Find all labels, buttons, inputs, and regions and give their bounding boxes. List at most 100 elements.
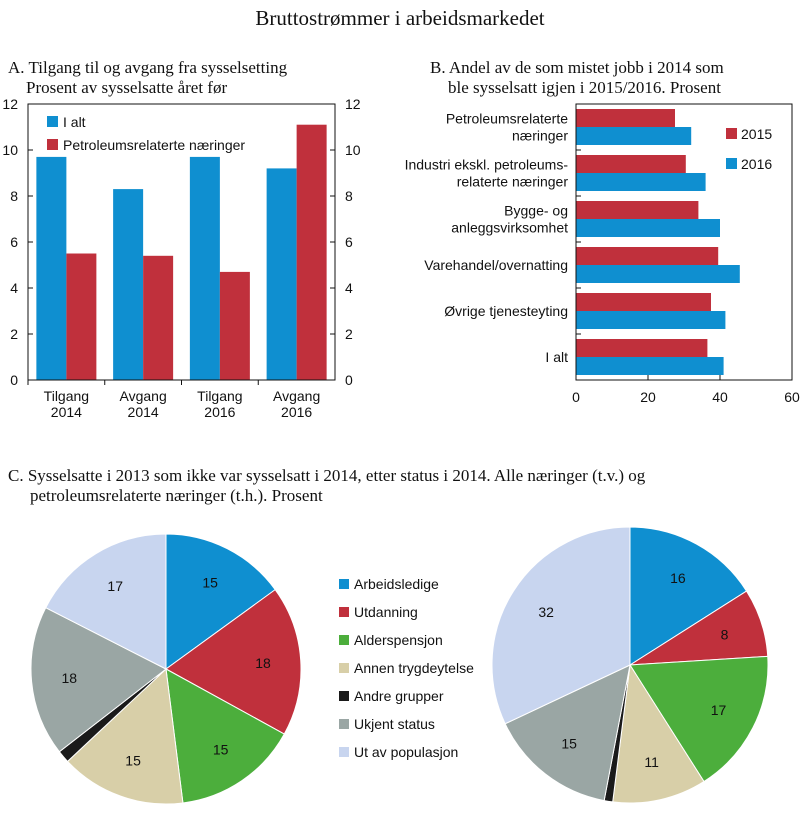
tick-label-a-left: 6 [10,234,18,250]
legend-a-label-0: I alt [63,114,86,130]
pie-legend-label-6: Ut av populasjon [354,744,458,760]
panel-b-title-line1: B. Andel av de som mistet jobb i 2014 so… [430,58,724,77]
bar-b-2016-0 [576,127,692,145]
legend-b-label-1: 2016 [741,156,772,172]
tick-label-a-left: 0 [10,372,18,388]
pie-legend-swatch-1 [339,607,349,617]
tick-label-a-left: 10 [2,142,18,158]
pie-slice-right-ukjent-status [504,664,631,802]
bar-a-ialt-1 [113,189,144,380]
category-label-a: Avgang [120,388,167,404]
pie-legend-swatch-0 [339,579,349,589]
pie-legend-swatch-6 [339,747,349,757]
tick-label-a-right: 10 [345,142,361,158]
category-label-a: Tilgang [44,388,89,404]
tick-label-a-left: 2 [10,326,18,342]
tick-label-b-x: 40 [712,389,728,405]
pie-legend-label-0: Arbeidsledige [354,576,439,592]
bar-a-petro-1 [143,255,174,380]
pie-legend-label-1: Utdanning [354,604,418,620]
tick-label-a-right: 8 [345,188,353,204]
bar-b-2016-2 [576,219,720,237]
panel-a-title-line2: Prosent av sysselsatte året før [26,78,228,97]
pie-label-left-1: 18 [255,655,271,671]
bar-b-2015-0 [576,109,675,127]
bar-b-2015-2 [576,201,699,219]
pie-legend-swatch-4 [339,691,349,701]
pie-legend-label-5: Ukjent status [354,716,435,732]
main-title: Bruttostrømmer i arbeidsmarkedet [255,6,545,30]
pie-label-right-6: 32 [538,604,554,620]
panel-c-title-line2: petroleumsrelaterte næringer (t.h.). Pro… [30,486,323,505]
tick-label-a-right: 12 [345,96,361,112]
pie-slice-left-annen-trygdeytelse [66,667,184,805]
legend-a-swatch-0 [47,116,58,127]
pie-label-right-1: 8 [721,626,729,642]
panel-a-title-line1: A. Tilgang til og avgang fra sysselsetti… [8,58,288,77]
category-label-b: Øvrige tjenesteyting [444,303,568,319]
pie-slice-left-arbeidsledige [165,533,276,670]
tick-label-a-left: 8 [10,188,18,204]
pie-slice-left-ukjent-status [30,607,167,753]
pie-slice-left-alderspensjon [165,668,285,804]
tick-label-a-left: 4 [10,280,18,296]
pie-label-right-3: 11 [644,754,659,770]
pie-label-right-2: 17 [711,702,727,718]
pie-label-right-0: 16 [670,570,686,586]
pie-slice-right-arbeidsledige [629,526,748,666]
pie-legend-label-4: Andre grupper [354,688,444,704]
panel-c-title-line1: C. Sysselsatte i 2013 som ikke var sysse… [8,466,646,485]
pie-label-left-0: 15 [202,574,218,590]
bar-a-ialt-3 [266,168,297,380]
category-label-b: Petroleumsrelaterte [446,111,568,127]
tick-label-b-x: 60 [784,389,800,405]
panel-b-title-line2: ble sysselsatt igjen i 2015/2016. Prosen… [448,78,721,97]
category-label-b: Bygge- og [504,203,568,219]
pie-slice-left-ut-av-populasjon [45,533,167,670]
pie-label-left-3: 15 [125,752,141,768]
bar-b-2016-3 [576,265,740,283]
bar-b-2016-5 [576,357,724,375]
category-label-b: Varehandel/overnatting [424,257,568,273]
legend-a-label-1: Petroleumsrelaterte næringer [63,137,245,153]
pie-label-left-6: 17 [107,578,123,594]
pie-legend-label-2: Alderspensjon [354,632,443,648]
tick-label-b-x: 0 [572,389,580,405]
tick-label-a-right: 2 [345,326,353,342]
bar-a-ialt-0 [36,156,67,380]
category-label-b: relaterte næringer [457,174,569,190]
tick-label-a-left: 12 [2,96,18,112]
panel-a-title: A. Tilgang til og avgang fra sysselsetti… [8,58,338,98]
legend-b-swatch-0 [726,128,737,139]
pie-label-right-5: 15 [561,736,577,752]
bar-b-2015-1 [576,155,686,173]
bar-a-ialt-2 [189,156,220,380]
bar-b-2015-4 [576,293,711,311]
pie-legend-label-3: Annen trygdeytelse [354,660,474,676]
legend-a-swatch-1 [47,139,58,150]
panel-c-title: C. Sysselsatte i 2013 som ikke var sysse… [8,466,798,506]
tick-label-a-right: 6 [345,234,353,250]
bar-a-petro-0 [66,253,97,380]
category-label-a: Avgang [273,388,320,404]
pie-label-left-5: 18 [61,670,77,686]
pie-slice-right-alderspensjon [629,655,769,783]
category-label-a: 2016 [204,404,235,420]
bar-b-2015-3 [576,247,719,265]
pie-label-left-2: 15 [213,741,229,757]
category-label-a: 2014 [51,404,82,420]
category-label-b: anleggsvirksomhet [451,220,568,236]
pie-slice-right-annen-trygdeytelse [612,663,705,804]
tick-label-a-right: 4 [345,280,353,296]
panel-b-title: B. Andel av de som mistet jobb i 2014 so… [430,58,800,98]
category-label-b: næringer [512,128,568,144]
category-label-b: Industri ekskl. petroleums- [405,157,569,173]
pie-slice-left-utdanning [165,588,302,735]
bar-b-2015-5 [576,339,708,357]
tick-label-a-right: 0 [345,372,353,388]
bar-b-2016-4 [576,311,726,329]
legend-b-label-0: 2015 [741,126,772,142]
tick-label-b-x: 20 [640,389,656,405]
bar-a-petro-2 [219,271,250,380]
